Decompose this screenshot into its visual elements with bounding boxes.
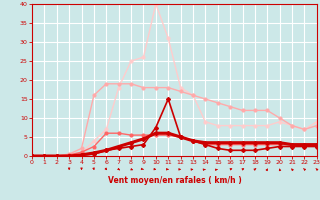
X-axis label: Vent moyen/en rafales ( km/h ): Vent moyen/en rafales ( km/h ) xyxy=(108,176,241,185)
